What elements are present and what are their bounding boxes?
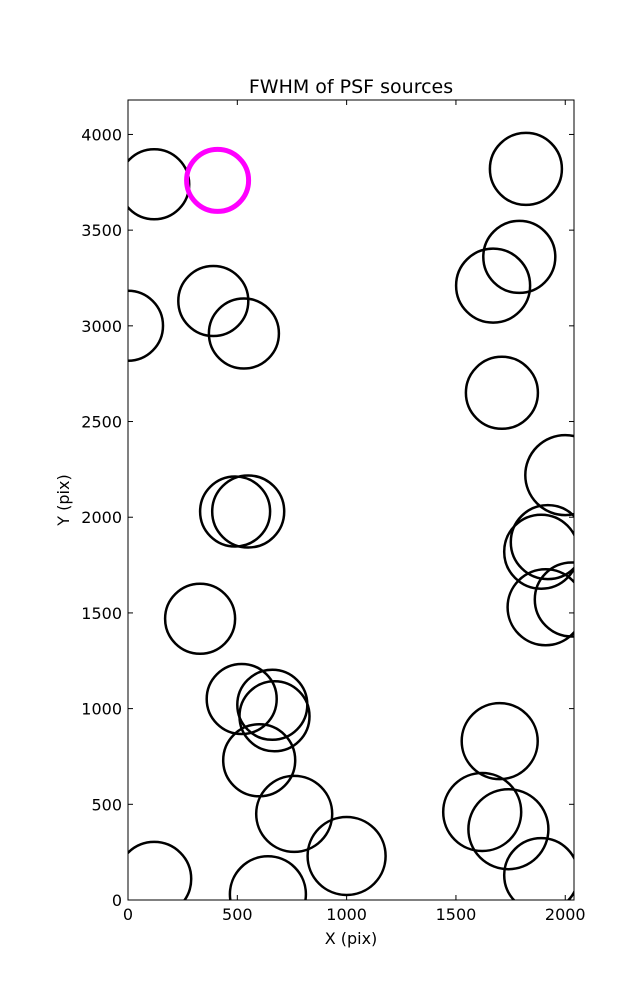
y-tick-label-1500: 1500 <box>81 604 122 623</box>
source-marker-25 <box>460 701 539 781</box>
source-marker-14 <box>228 855 308 900</box>
source-marker-0 <box>128 147 191 221</box>
y-tick-label-2500: 2500 <box>81 413 122 432</box>
source-marker-4 <box>128 289 165 363</box>
x-tick-label-1000: 1000 <box>326 905 367 924</box>
source-marker-7 <box>163 582 237 655</box>
source-marker-11 <box>221 723 297 798</box>
y-tick-label-2000: 2000 <box>81 508 122 527</box>
source-marker-17 <box>482 219 557 295</box>
source-marker-13 <box>306 815 387 897</box>
source-marker-21 <box>509 503 574 581</box>
y-axis-label: Y (pix) <box>54 474 73 526</box>
x-axis-label: X (pix) <box>325 929 378 948</box>
x-tick-label-0: 0 <box>123 905 133 924</box>
source-marker-20 <box>524 433 574 517</box>
source-marker-15 <box>128 840 193 900</box>
x-tick-label-1500: 1500 <box>436 905 477 924</box>
marker-layer <box>128 131 574 900</box>
source-marker-12 <box>254 774 334 854</box>
y-axis: 0 500 1000 1500 2000 2500 3000 3500 4000 <box>81 125 574 910</box>
source-marker-8 <box>205 662 278 736</box>
y-tick-label-0: 0 <box>112 891 122 910</box>
y-tick-label-1000: 1000 <box>81 700 122 719</box>
source-marker-28 <box>502 836 574 900</box>
source-marker-10 <box>238 680 311 753</box>
y-tick-label-3000: 3000 <box>81 317 122 336</box>
source-marker-5 <box>198 475 272 548</box>
source-marker-24 <box>533 561 574 638</box>
y-tick-label-4000: 4000 <box>81 125 122 144</box>
source-marker-6 <box>210 474 286 549</box>
x-axis: 0 500 1000 1500 2000 <box>123 100 586 924</box>
chart-title: FWHM of PSF sources <box>249 76 453 98</box>
source-marker-3 <box>207 297 281 370</box>
source-marker-23 <box>506 567 574 647</box>
source-marker-2 <box>177 264 250 338</box>
source-marker-19 <box>464 355 540 431</box>
source-marker-18 <box>454 247 532 324</box>
highlighted-source-marker <box>184 146 252 214</box>
source-marker-26 <box>441 771 523 853</box>
x-tick-label-500: 500 <box>222 905 253 924</box>
source-marker-27 <box>467 787 550 871</box>
x-tick-label-2000: 2000 <box>545 905 586 924</box>
source-marker-16 <box>488 131 564 207</box>
y-tick-label-3500: 3500 <box>81 221 122 240</box>
source-marker-22 <box>502 513 574 590</box>
plot-frame <box>127 99 575 901</box>
y-tick-label-500: 500 <box>91 795 122 814</box>
